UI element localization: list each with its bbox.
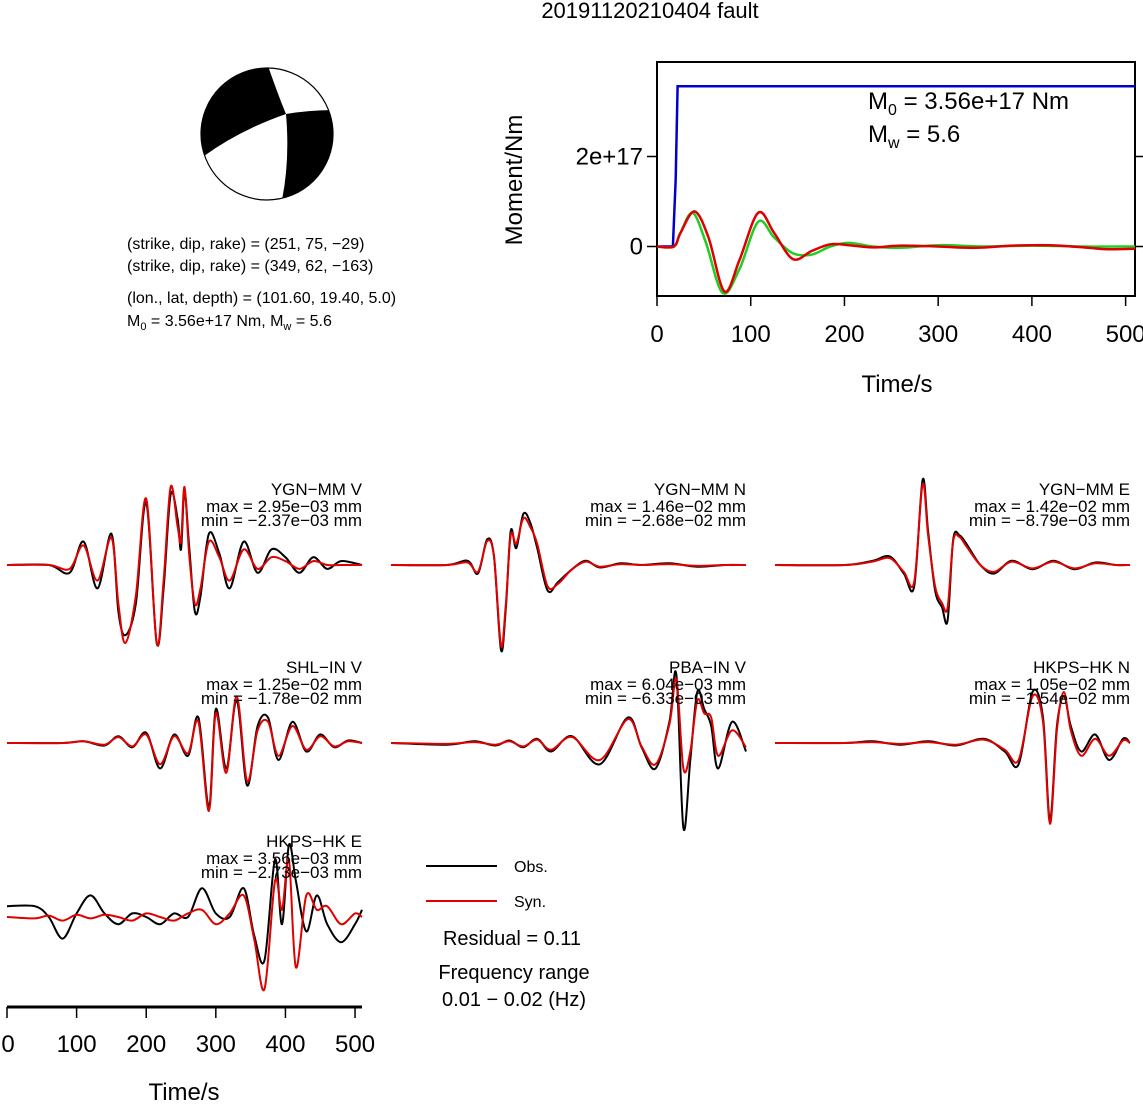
moment-x-tick-label: 400: [1012, 321, 1052, 348]
waveform-station-label: YGN−MM V: [271, 480, 363, 499]
waveform-max-label: max = 3.56e−03 mm: [206, 849, 362, 868]
frequency-range-value: 0.01 − 0.02 (Hz): [442, 989, 586, 1011]
moment-x-ticks: 0 100 200 300 400 500: [650, 296, 1143, 348]
moment-x-tick-label: 100: [731, 321, 771, 348]
waveform-max-label: max = 1.46e−02 mm: [590, 497, 746, 516]
waveform-min-label: min = −8.79e−03 mm: [969, 511, 1130, 530]
waveform-min-label: min = −2.37e−03 mm: [201, 511, 362, 530]
moment-plot-frame: [656, 61, 1136, 297]
moment-series-group: [656, 85, 1136, 295]
location-depth: (lon., lat, depth) = (101.60, 19.40, 5.0…: [127, 290, 396, 307]
moment-annotation-mw: Mw = 5.6: [868, 121, 960, 152]
waveform-station-label: YGN−MM N: [654, 480, 746, 499]
legend-obs-label: Obs.: [514, 859, 548, 876]
legend-syn-label: Syn.: [514, 894, 546, 911]
legend: Obs. Syn. Residual = 0.11 Frequency rang…: [426, 859, 590, 1011]
moment-y-ticks: 0 2e+17: [576, 144, 1143, 261]
waveform-max-label: max = 2.95e−03 mm: [206, 497, 362, 516]
moment-series-2: [656, 210, 1136, 294]
waveform-max-label: max = 1.25e−02 mm: [206, 675, 362, 694]
moment-x-tick-label: 0: [650, 321, 663, 348]
waveform-syn-trace: [6, 857, 363, 992]
moment-y-label: Moment/Nm: [501, 115, 528, 246]
moment-plot: 0 100 200 300 400 500 0 2e+17 Time/s Moment/Nm…: [501, 61, 1143, 398]
waveform-min-label: min = −1.78e−02 mm: [201, 689, 362, 708]
waveform-x-tick-label: 100: [57, 1031, 97, 1058]
waveform-station-label: PBA−IN V: [669, 658, 747, 677]
waveform-obs-trace: [6, 699, 363, 808]
waveform-station-label: SHL−IN V: [286, 658, 363, 677]
moment-x-tick-label: 300: [918, 321, 958, 348]
waveform-station-label: HKPS−HK N: [1033, 658, 1130, 677]
waveform-obs-trace: [390, 511, 747, 653]
figure-title: 20191120210404 fault: [541, 0, 758, 23]
waveform-min-label: min = −2.73e−03 mm: [201, 863, 362, 882]
waveform-min-label: min = −6.33e−03 mm: [585, 689, 746, 708]
waveform-station-label: HKPS−HK E: [266, 832, 362, 851]
moment-annotation-m0: M0 = 3.56e+17 Nm: [868, 88, 1069, 119]
waveform-max-label: max = 6.04e−03 mm: [590, 675, 746, 694]
waveform-station-label: YGN−MM E: [1039, 480, 1130, 499]
waveform-x-tick-label: 200: [126, 1031, 166, 1058]
waveform-syn-trace: [774, 690, 1131, 825]
waveform-obs-trace: [774, 688, 1131, 821]
waveform-x-tick-label: 300: [196, 1031, 236, 1058]
strike-dip-rake-1: (strike, dip, rake) = (251, 75, −29): [127, 236, 364, 253]
waveform-x-tick-label: 500: [335, 1031, 375, 1058]
waveform-min-label: min = −1.54e−02 mm: [969, 689, 1130, 708]
waveform-max-label: max = 1.05e−02 mm: [974, 675, 1130, 694]
mechanism-info: (strike, dip, rake) = (251, 75, −29) (st…: [127, 236, 396, 333]
waveform-x-tick-label: 0: [1, 1031, 14, 1058]
moment-x-tick-label: 200: [824, 321, 864, 348]
waveform-x-axis: 0 100 200 300 400 500 Time/s: [1, 1005, 375, 1104]
moment-y-tick-label: 0: [630, 234, 643, 261]
moment-y-tick-label: 2e+17: [576, 144, 643, 171]
moment-x-label: Time/s: [861, 371, 932, 398]
waveform-syn-trace: [774, 482, 1131, 613]
waveform-x-ticks: 0 100 200 300 400 500: [1, 1007, 375, 1058]
waveform-syn-trace: [390, 516, 747, 648]
waveform-min-label: min = −2.68e−02 mm: [585, 511, 746, 530]
waveform-syn-trace: [390, 677, 747, 774]
waveform-syn-trace: [6, 695, 363, 813]
moment-summary: M0 = 3.56e+17 Nm, Mw = 5.6: [127, 313, 332, 333]
waveform-syn-trace: [6, 484, 362, 647]
moment-x-tick-label: 500: [1106, 321, 1143, 348]
strike-dip-rake-2: (strike, dip, rake) = (349, 62, −163): [127, 258, 373, 275]
beachball-icon: [200, 67, 334, 201]
residual-label: Residual = 0.11: [443, 928, 581, 950]
frequency-range-label: Frequency range: [438, 962, 589, 984]
waveform-x-tick-label: 400: [265, 1031, 305, 1058]
waveform-max-label: max = 1.42e−02 mm: [974, 497, 1130, 516]
waveform-x-label: Time/s: [148, 1079, 219, 1104]
waveform-obs-trace: [6, 842, 363, 965]
moment-series-1: [656, 211, 1136, 295]
